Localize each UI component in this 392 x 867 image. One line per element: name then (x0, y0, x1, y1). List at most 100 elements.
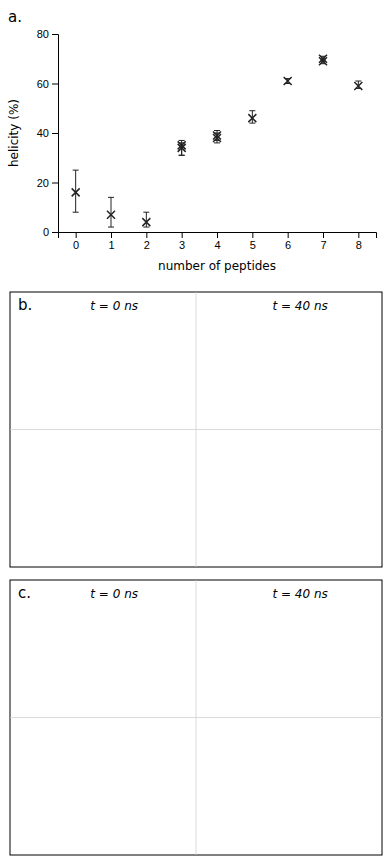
tick-mark (323, 232, 324, 238)
error-bar-part (73, 212, 79, 213)
error-bar-part (214, 140, 220, 141)
tick: 80 (37, 28, 58, 40)
tick-label: 4 (214, 239, 220, 251)
panel-border (10, 580, 382, 855)
tick-label: 5 (250, 239, 256, 251)
error-bar-part (179, 140, 185, 141)
tick-mark (52, 133, 58, 134)
point-shape (354, 82, 362, 90)
tick-mark (52, 183, 58, 184)
error-bar (143, 212, 149, 227)
tick-label: 8 (356, 239, 362, 251)
tick: 4 (214, 232, 220, 251)
error-bar-part (214, 142, 220, 143)
point (142, 218, 150, 226)
point (107, 211, 115, 219)
tick: 8 (356, 232, 362, 251)
marks (72, 55, 363, 227)
tick-label: 3 (179, 239, 185, 251)
tick-mark (358, 232, 359, 238)
panel-title: b. (18, 296, 32, 314)
point-shape (248, 114, 256, 122)
tick-mark (288, 232, 289, 238)
error-bar-part (108, 227, 114, 228)
tick-label: 80 (37, 28, 49, 40)
x-axis: 0 1 2 3 4 5 6 7 8 (59, 232, 377, 251)
tick-label: 20 (37, 177, 49, 189)
point-shape (213, 131, 221, 139)
tick: 40 (37, 127, 58, 139)
point (213, 131, 221, 139)
tick-label: 7 (320, 239, 326, 251)
snapshot-panel: b.t = 0 nst = 40 ns (10, 292, 382, 567)
point-shape (319, 55, 327, 63)
tick: 60 (37, 78, 58, 90)
tick-label: 6 (285, 239, 291, 251)
error-bar (73, 170, 79, 212)
panel-title: a. (8, 8, 22, 26)
error-bar-part (146, 212, 147, 227)
error-bar-part (73, 170, 79, 171)
tick: 6 (285, 232, 291, 251)
tick-mark (52, 84, 58, 85)
point (319, 55, 327, 63)
divider (196, 580, 197, 855)
error-bar-part (111, 197, 112, 227)
tick-mark (182, 232, 183, 238)
point (284, 77, 292, 85)
tick-mark (52, 34, 58, 35)
column-header: t = 0 ns (90, 587, 138, 601)
error-bar-part (249, 110, 255, 111)
tick: 0 (43, 226, 58, 238)
point-shape (72, 188, 80, 196)
column-header: t = 40 ns (272, 299, 327, 313)
error-bar (214, 131, 220, 141)
error-bar (249, 111, 255, 123)
error-bar-part (249, 123, 255, 124)
point (354, 82, 362, 90)
figure: a.012345678020406080number of peptideshe… (0, 0, 392, 867)
point (248, 114, 256, 122)
tick-label: 1 (108, 239, 114, 251)
panel-a: a.012345678020406080number of peptideshe… (7, 8, 377, 273)
tick-label: 2 (144, 239, 150, 251)
point-shape (284, 77, 292, 85)
tick: 2 (144, 232, 150, 251)
error-bar-part (179, 155, 185, 156)
error-bar-part (143, 227, 149, 228)
error-bar-part (355, 81, 361, 82)
tick-label: 0 (73, 239, 79, 251)
axis-line (52, 35, 59, 233)
point (72, 188, 80, 196)
tick: 1 (108, 232, 114, 251)
error-bar (179, 140, 185, 155)
point-shape (142, 218, 150, 226)
tick-mark (217, 232, 218, 238)
snapshot-panel: c.t = 0 nst = 40 ns (10, 580, 382, 855)
tick-label: 40 (37, 127, 49, 139)
tick: 3 (179, 232, 185, 251)
tick-mark (252, 232, 253, 238)
panel-border (10, 292, 382, 567)
error-bar (108, 197, 114, 227)
point-shape (107, 211, 115, 219)
error-bar-part (143, 212, 149, 213)
error-bar-part (181, 140, 182, 155)
error-bar-part (108, 197, 114, 198)
point (178, 141, 186, 149)
divider (196, 292, 197, 567)
tick-mark (146, 232, 147, 238)
tick: 0 (73, 232, 79, 251)
tick-label: 60 (37, 78, 49, 90)
error-bar-part (214, 130, 220, 131)
tick-mark (76, 232, 77, 238)
tick: 5 (250, 232, 256, 251)
axis-line (59, 233, 377, 239)
y-axis: 0 20 40 60 80 (37, 28, 59, 238)
tick-mark (52, 232, 58, 233)
x-axis-label: number of peptides (158, 259, 276, 273)
tick: 20 (37, 177, 58, 189)
panel-title: c. (18, 584, 31, 602)
y-axis-label: helicity (%) (7, 99, 21, 167)
tick: 7 (320, 232, 326, 251)
